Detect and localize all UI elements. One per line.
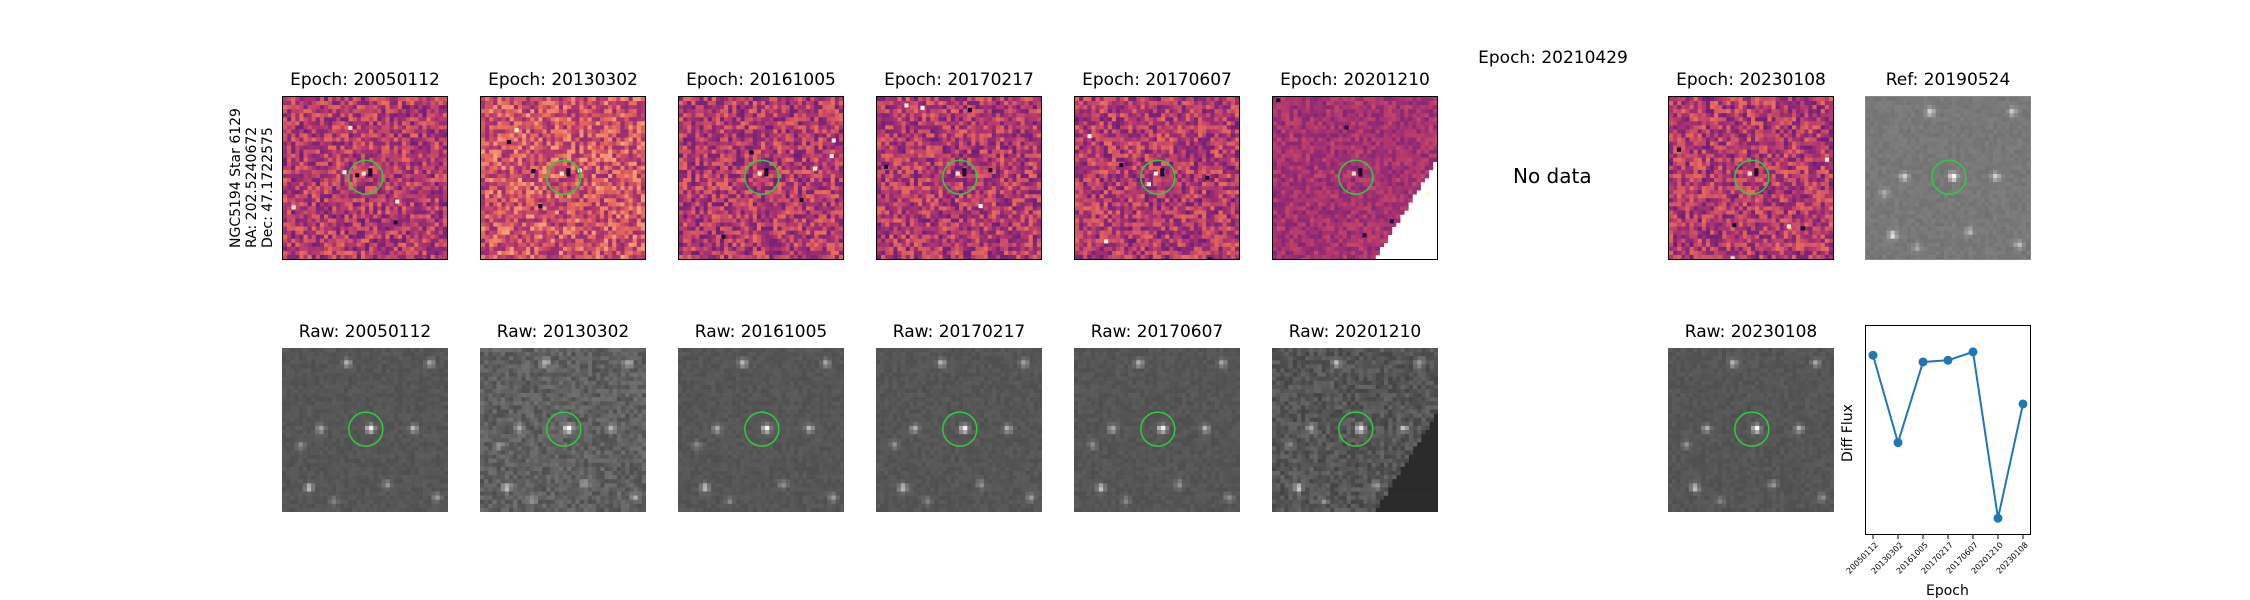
diff-title-5: Epoch: 20170607: [1074, 70, 1240, 90]
series-line: [1872, 350, 2024, 519]
raw-panel-2: [480, 348, 646, 512]
ref-title: Ref: 20190524: [1865, 70, 2031, 90]
diff-title-6: Epoch: 20201210: [1272, 70, 1438, 90]
ref-panel: [1865, 96, 2031, 260]
raw-title-1: Raw: 20050112: [282, 322, 448, 342]
target-circle: [1140, 411, 1176, 447]
raw-title-5: Raw: 20170607: [1074, 322, 1240, 342]
data-point: [1943, 355, 1953, 365]
diff-title-2: Epoch: 20130302: [480, 70, 646, 90]
lightcurve-plot: [1865, 325, 2031, 539]
target-circle: [546, 411, 582, 447]
raw-panel-3: [678, 348, 844, 512]
raw-panel-5: [1074, 348, 1240, 512]
target-circle: [942, 159, 978, 195]
diff-title-8: Epoch: 20230108: [1668, 70, 1834, 90]
data-point: [1968, 347, 1978, 357]
plot-frame: [1865, 325, 2031, 535]
diff-title-1: Epoch: 20050112: [282, 70, 448, 90]
lightcurve-svg: [1865, 325, 2031, 539]
raw-title-7: Raw: 20230108: [1668, 322, 1834, 342]
no-data-message: No data: [1513, 164, 1592, 188]
target-circle: [1338, 159, 1374, 195]
target-circle: [348, 411, 384, 447]
target-circle: [546, 159, 582, 195]
diff-panel-8: [1668, 96, 1834, 260]
target-circle: [1734, 411, 1770, 447]
target-circle: [348, 159, 384, 195]
raw-panel-7: [1668, 348, 1834, 512]
raw-title-4: Raw: 20170217: [876, 322, 1042, 342]
target-circle: [744, 159, 780, 195]
target-circle: [1338, 411, 1374, 447]
target-circle: [942, 411, 978, 447]
data-point: [1993, 513, 2003, 523]
object-label-line-3: Dec: 47.1722575: [260, 127, 276, 248]
raw-title-6: Raw: 20201210: [1272, 322, 1438, 342]
data-point: [1868, 350, 1878, 360]
raw-panel-1: [282, 348, 448, 512]
object-label-line-1: NGC5194 Star 6129: [228, 108, 244, 248]
diff-panel-6: [1272, 96, 1438, 260]
raw-panel-4: [876, 348, 1042, 512]
object-label-line-2: RA: 202.5240672: [244, 127, 260, 248]
diff-title-4: Epoch: 20170217: [876, 70, 1042, 90]
data-point: [1893, 438, 1903, 448]
diff-title-3: Epoch: 20161005: [678, 70, 844, 90]
diff-panel-1: [282, 96, 448, 260]
raw-title-2: Raw: 20130302: [480, 322, 646, 342]
diff-panel-5: [1074, 96, 1240, 260]
y-axis-label: Diff Flux: [1840, 404, 1856, 462]
diff-panel-4: [876, 96, 1042, 260]
diff-panel-3: [678, 96, 844, 260]
target-circle: [744, 411, 780, 447]
raw-title-3: Raw: 20161005: [678, 322, 844, 342]
data-point: [1918, 357, 1928, 367]
diff-title-7: Epoch: 20210429: [1470, 48, 1636, 68]
data-point: [2018, 399, 2028, 409]
target-circle: [1140, 159, 1176, 195]
target-circle: [1734, 159, 1770, 195]
raw-panel-6: [1272, 348, 1438, 512]
x-axis-label: Epoch: [1926, 583, 1969, 599]
diff-panel-2: [480, 96, 646, 260]
target-circle: [1931, 159, 1967, 195]
